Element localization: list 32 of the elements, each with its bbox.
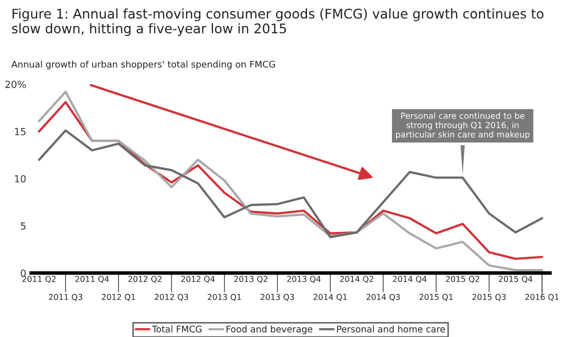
y-tick-label: 5 (20, 222, 26, 230)
x-tick-label: 2015 Q3 (472, 294, 506, 301)
x-tick-label: 2014 Q3 (366, 294, 400, 301)
y-tick-label: 15 (15, 128, 26, 136)
x-tick-label: 2015 Q4 (498, 276, 532, 283)
annotation: Personal care continued to be strong through Q1 2016, in particular skin care and makeup (396, 112, 530, 140)
x-tick-label: 2012 Q2 (128, 276, 162, 283)
legend-label: Total FMCG (152, 325, 202, 332)
y-tick-label: 20% (5, 80, 26, 88)
x-tick-label: 2014 Q1 (314, 294, 347, 301)
x-tick-label: 2015 Q2 (446, 276, 480, 283)
y-tick-label: 10 (15, 175, 26, 182)
x-tick-label: 2013 Q3 (260, 294, 294, 301)
x-tick-label: 2013 Q4 (287, 276, 321, 283)
x-tick-label: 2012 Q3 (154, 294, 188, 301)
x-tick-label: 2016 Q1 (525, 294, 559, 301)
x-tick-label: 2015 Q1 (419, 294, 453, 301)
x-tick-label: 2012 Q4 (181, 276, 215, 283)
legend-label: Personal and home care (337, 325, 445, 332)
line-series (38, 129, 544, 238)
x-tick-label: 2011 Q3 (48, 294, 82, 301)
x-tick-label: 2011 Q2 (22, 276, 56, 283)
x-tick-label: 2012 Q1 (102, 294, 136, 301)
x-tick-label: 2011 Q4 (75, 276, 109, 283)
x-tick-label: 2014 Q2 (340, 276, 374, 283)
chart-subtitle: Annual growth of urban shoppers' total spending on FMCG (11, 60, 275, 70)
x-tick-label: 2013 Q2 (234, 276, 268, 283)
x-tick-label: 2014 Q4 (393, 276, 427, 283)
chart-title: Figure 1: Annual fast-moving consumer goods (FMCG) value growth continues to slow down, hitting a five-year low in 2015 (12, 8, 544, 36)
x-tick-label: 2013 Q1 (208, 294, 241, 301)
legend-label: Food and beverage (226, 325, 312, 334)
y-tick-label: 0 (20, 269, 26, 277)
